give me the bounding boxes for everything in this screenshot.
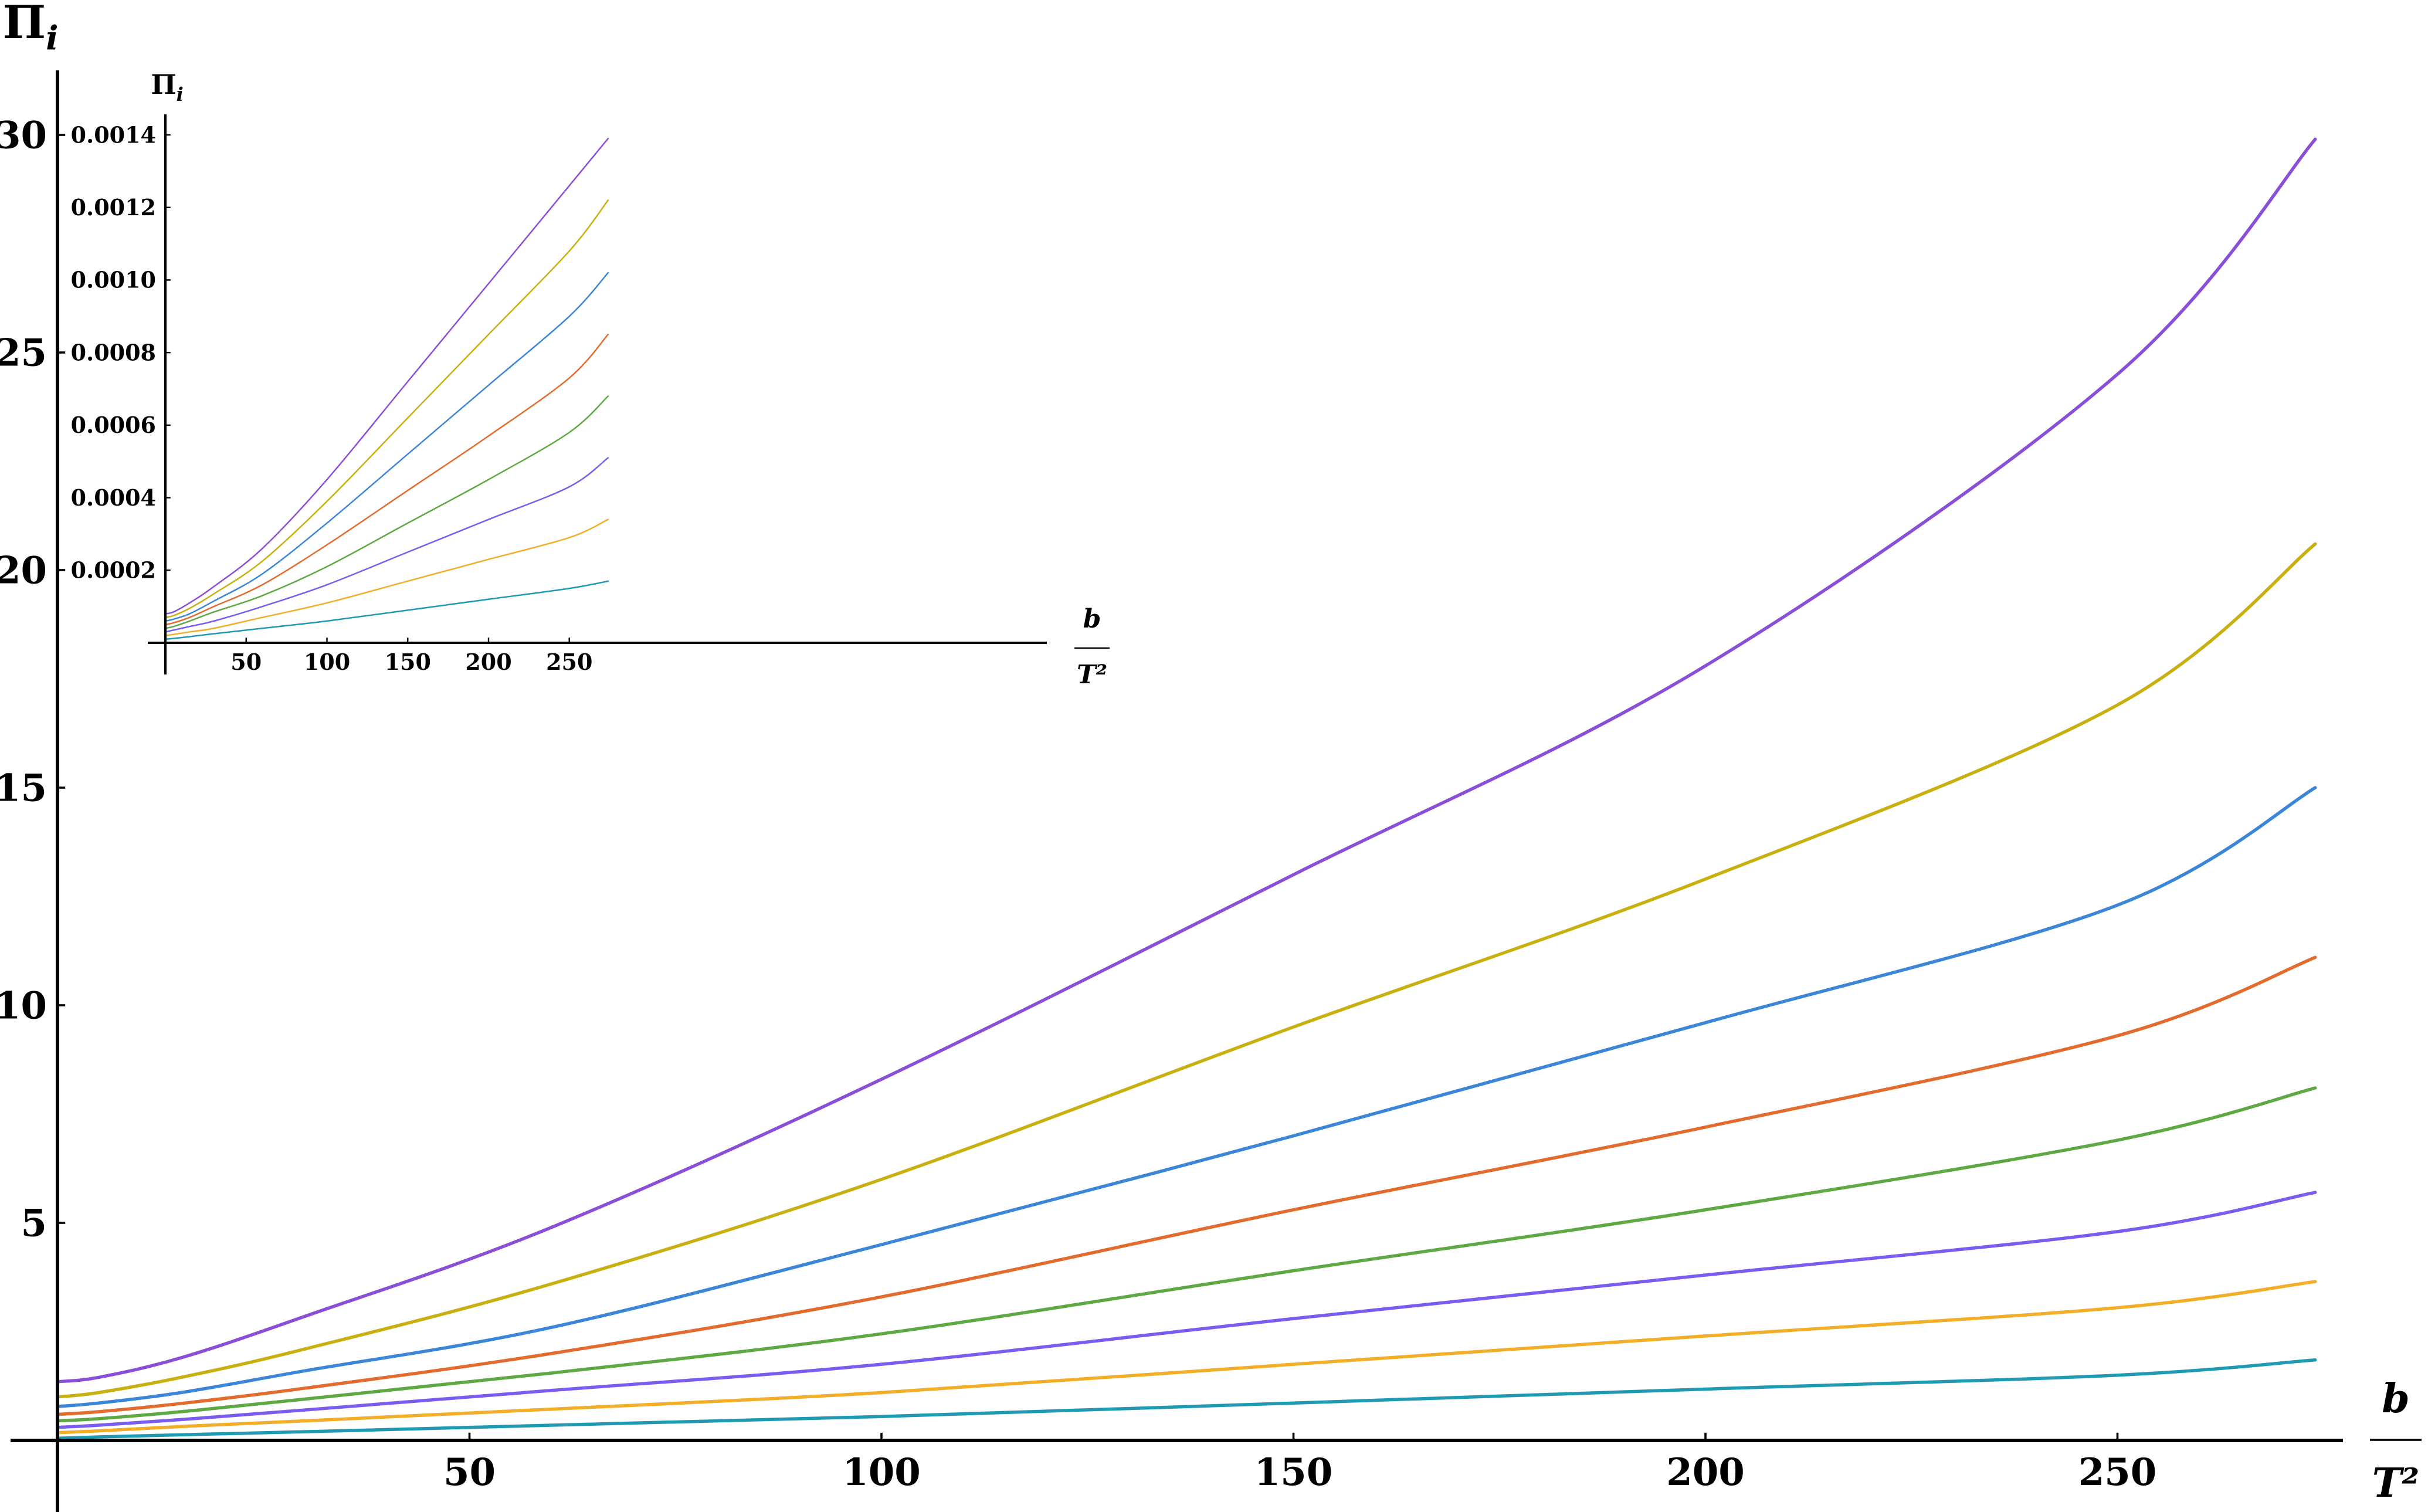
main-x-tick-label: 50 (443, 1450, 496, 1494)
inset-series-6-line (164, 457, 609, 633)
main-series-1-line (56, 137, 2317, 1384)
inset-series-3-line (164, 272, 609, 622)
inset-plot: 50 100 150 200 250 0.0002 0.0004 0.0006 0.0008 0.… (71, 69, 1110, 690)
inset-y-tick-label: 0.0010 (71, 267, 156, 293)
main-x-label-numerator: b (2382, 1375, 2410, 1422)
main-y-tick-label: 20 (0, 548, 47, 592)
main-series-4-line (56, 955, 2317, 1416)
main-series-5-line (56, 1086, 2317, 1423)
main-y-tick-label: 5 (21, 1201, 47, 1245)
main-x-axis-label: b T² (2370, 1375, 2422, 1507)
inset-series-5-line (164, 395, 609, 629)
main-series-6-line (56, 1191, 2317, 1429)
inset-x-label-denominator: T² (1077, 660, 1107, 690)
main-series-8-line (56, 1358, 2317, 1440)
inset-y-tick-label: 0.0012 (71, 194, 156, 221)
inset-x-label-numerator: b (1083, 604, 1101, 634)
inset-series-1-line (164, 137, 609, 615)
inset-x-axis-label: b T² (1074, 604, 1110, 690)
inset-x-tick-label: 100 (304, 649, 350, 675)
main-series-2-line (56, 542, 2317, 1399)
main-x-label-denominator: T² (2372, 1460, 2419, 1507)
main-y-axis-label: Πi (3, 0, 59, 58)
inset-y-tick-label: 0.0002 (71, 557, 156, 584)
inset-series-2-line (164, 199, 609, 618)
inset-x-tick-label: 250 (546, 649, 592, 675)
main-x-tick-label: 100 (842, 1450, 921, 1494)
inset-y-tick-label: 0.0008 (71, 339, 156, 365)
inset-series-4-line (164, 333, 609, 626)
inset-x-tick-label: 200 (465, 649, 511, 675)
inset-y-tick-label: 0.0014 (71, 121, 156, 148)
main-x-tick-label: 150 (1254, 1450, 1333, 1494)
main-y-tick-label: 10 (0, 984, 47, 1028)
main-x-tick-label: 200 (1666, 1450, 1745, 1494)
main-y-tick-label: 15 (0, 766, 47, 810)
inset-series-7-line (164, 518, 609, 636)
main-y-tick-label: 25 (0, 331, 47, 375)
inset-y-tick-label: 0.0006 (71, 412, 156, 438)
inset-x-tick-label: 150 (385, 649, 431, 675)
main-x-tick-label: 250 (2078, 1450, 2157, 1494)
inset-x-tick-label: 50 (230, 649, 262, 675)
main-series-3-line (56, 786, 2317, 1408)
inset-y-axis-label: Πi (151, 69, 184, 106)
main-series-7-line (56, 1280, 2317, 1435)
inset-y-tick-label: 0.0004 (71, 484, 156, 511)
main-y-tick-label: 30 (0, 113, 47, 157)
inset-series-8-line (164, 580, 609, 640)
